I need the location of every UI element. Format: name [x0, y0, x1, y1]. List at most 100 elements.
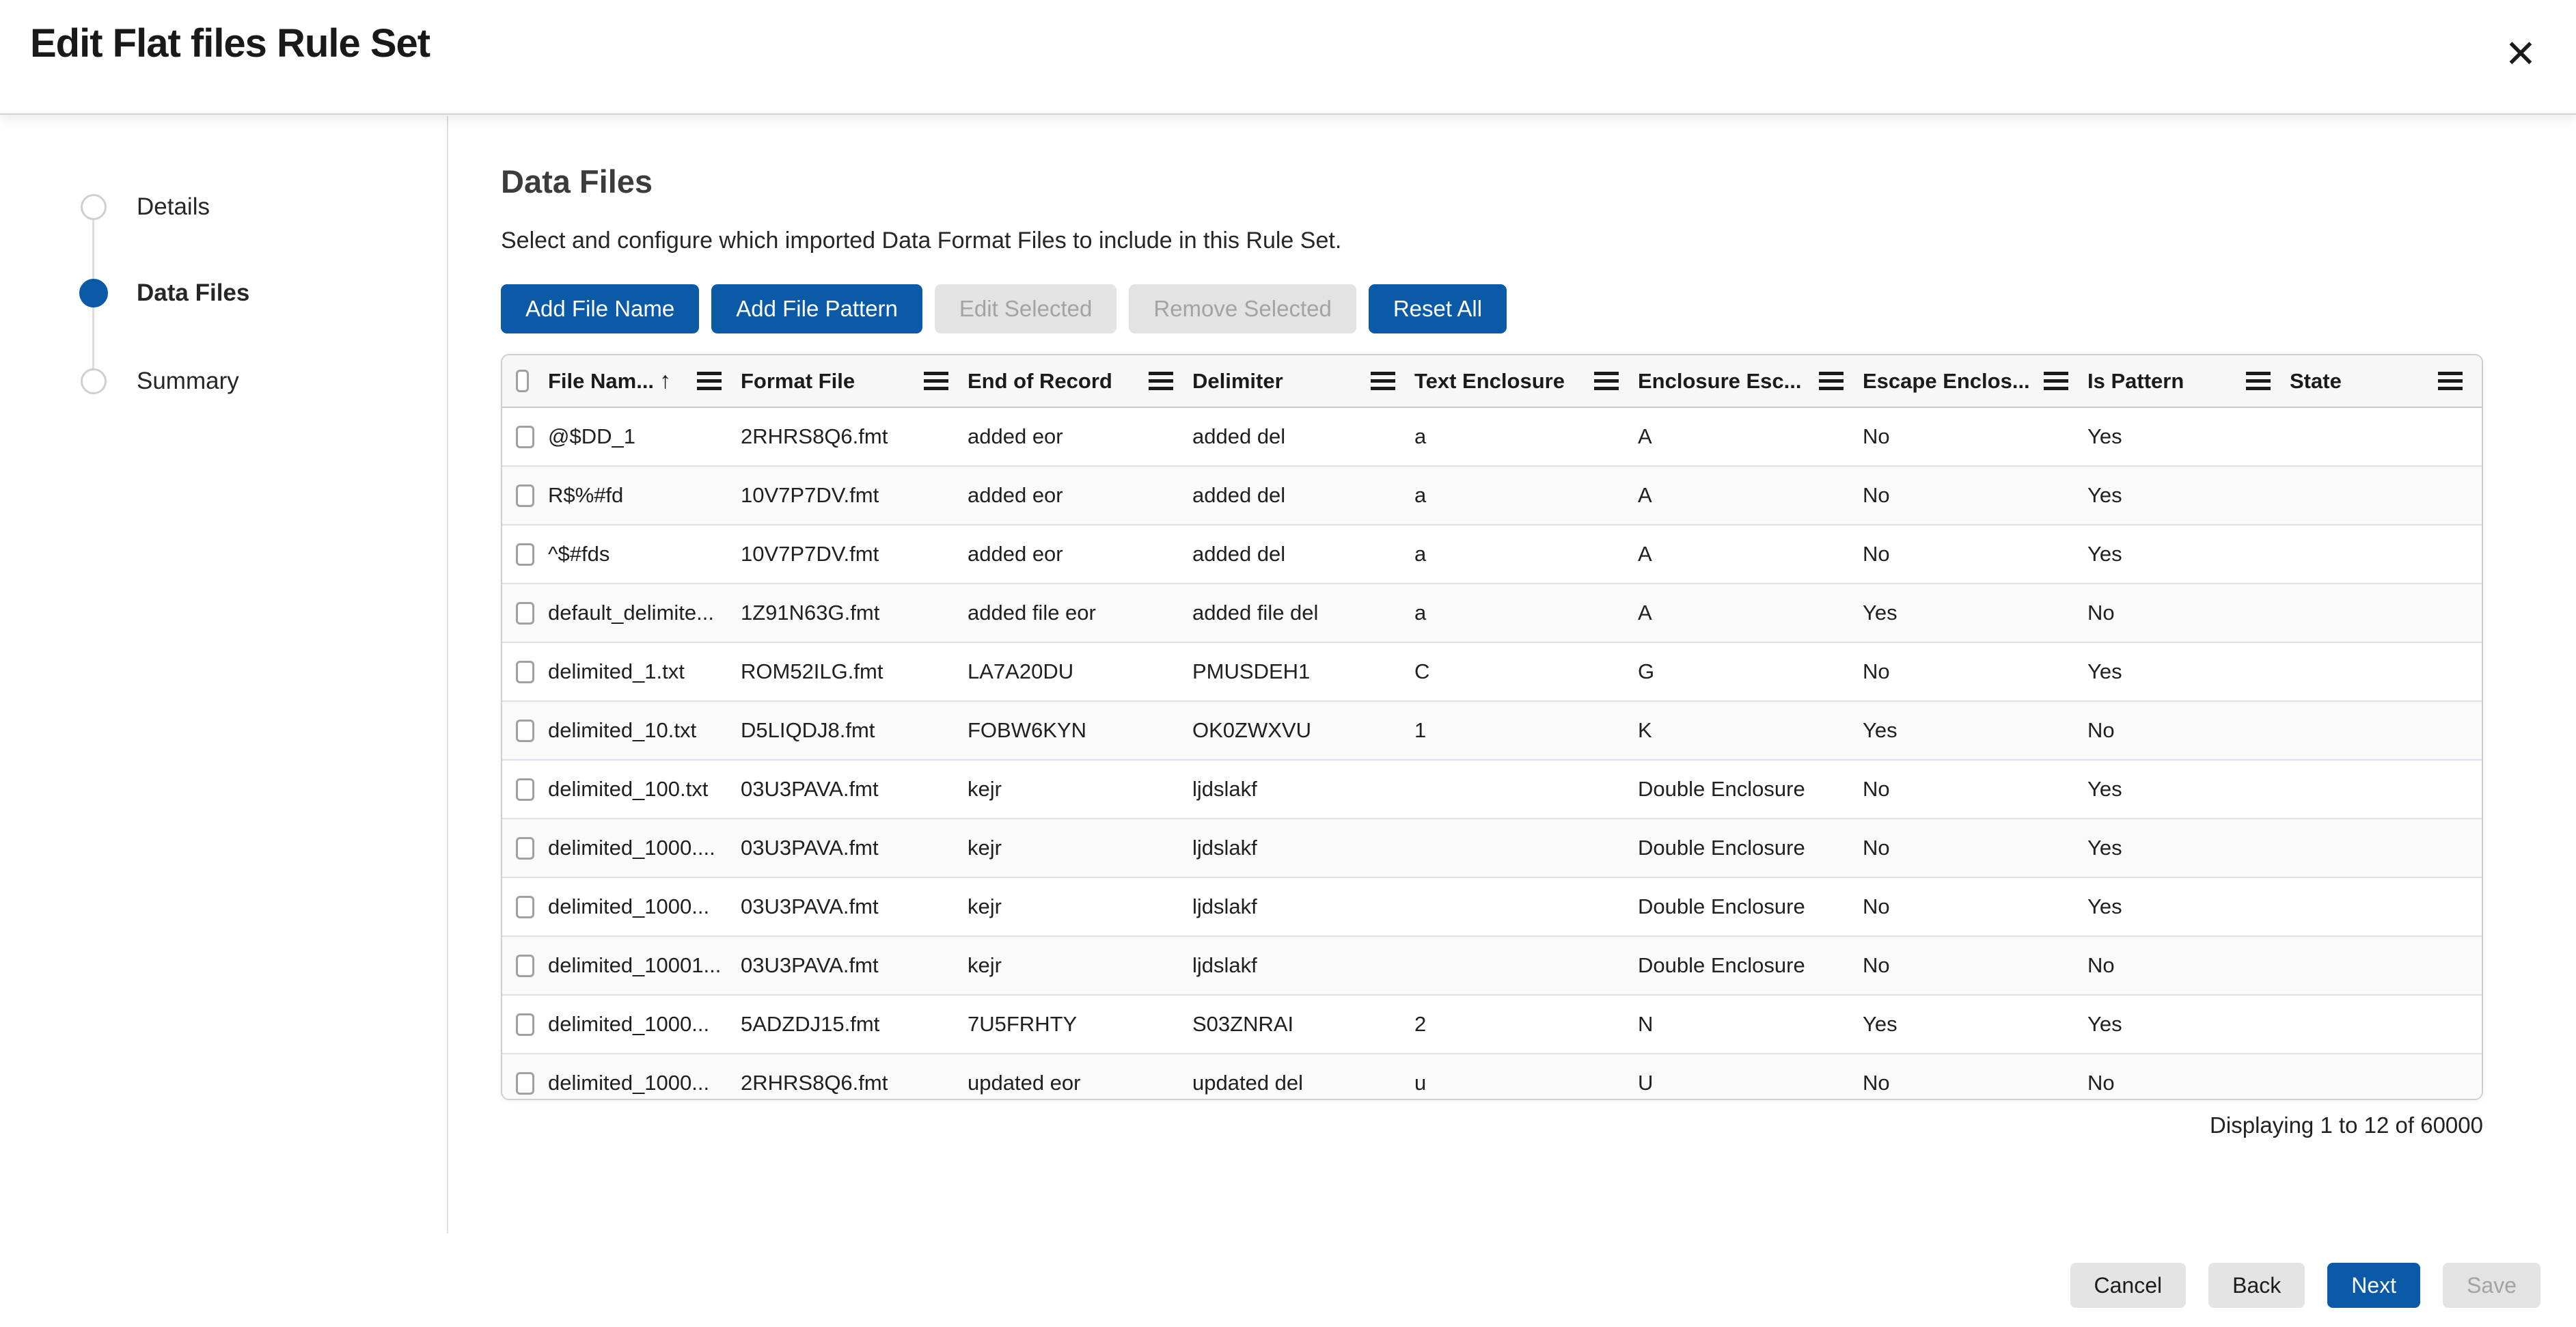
cell-is-pattern: Yes — [2087, 483, 2122, 507]
table-row[interactable]: @$DD_1 2RHRS8Q6.fmt added eor added del a A No… — [502, 408, 2482, 467]
column-menu-icon[interactable] — [2044, 372, 2068, 390]
row-checkbox[interactable] — [516, 1071, 534, 1095]
row-checkbox[interactable] — [516, 425, 534, 448]
cell-file-name: delimited_1.txt — [548, 659, 685, 683]
cell-file-name: delimited_100.txt — [548, 777, 709, 801]
column-label: Is Pattern — [2087, 368, 2184, 393]
column-header-state[interactable]: State — [2290, 355, 2482, 407]
stepper-item-summary[interactable]: Summary — [0, 354, 447, 409]
row-checkbox-cell — [502, 584, 548, 642]
cell-file-name: @$DD_1 — [548, 424, 635, 448]
cell-end-of-record: 7U5FRHTY — [968, 1012, 1078, 1036]
column-menu-icon[interactable] — [1371, 372, 1395, 390]
cell-state — [2290, 937, 2482, 994]
column-label: Format File — [741, 368, 855, 393]
cell-delimiter: added del — [1192, 542, 1286, 566]
table-row[interactable]: delimited_1000... 5ADZDJ15.fmt 7U5FRHTY S03… — [502, 996, 2482, 1054]
column-header-delimiter[interactable]: Delimiter — [1192, 355, 1414, 407]
cell-file-name: R$%#fd — [548, 483, 624, 507]
column-label: State — [2290, 368, 2342, 393]
cell-state — [2290, 643, 2482, 700]
cell-text-enclosure: a — [1414, 483, 1427, 507]
edit-selected-button: Edit Selected — [934, 284, 1117, 333]
cell-state — [2290, 878, 2482, 935]
cell-format-file: 1Z91N63G.fmt — [741, 601, 880, 625]
row-checkbox[interactable] — [516, 601, 534, 625]
cell-text-enclosure: a — [1414, 424, 1427, 448]
table-row[interactable]: default_delimite... 1Z91N63G.fmt added fil… — [502, 584, 2482, 643]
table-body: @$DD_1 2RHRS8Q6.fmt added eor added del a A No… — [502, 408, 2482, 1099]
column-header-is-pattern[interactable]: Is Pattern — [2087, 355, 2290, 407]
cell-state — [2290, 408, 2482, 465]
row-checkbox[interactable] — [516, 954, 534, 977]
cell-file-name: delimited_1000... — [548, 1012, 710, 1036]
row-checkbox-cell — [502, 937, 548, 994]
cell-delimiter: ljdslakf — [1192, 953, 1257, 977]
cell-format-file: 2RHRS8Q6.fmt — [741, 1071, 888, 1095]
table-row[interactable]: delimited_1.txt ROM52ILG.fmt LA7A20DU PMUSD… — [502, 643, 2482, 702]
table-row[interactable]: R$%#fd 10V7P7DV.fmt added eor added del a A No… — [502, 467, 2482, 525]
column-header-enclosure-esc[interactable]: Enclosure Esc... — [1638, 355, 1863, 407]
row-checkbox[interactable] — [516, 484, 534, 507]
row-checkbox[interactable] — [516, 1013, 534, 1036]
row-checkbox[interactable] — [516, 660, 534, 683]
cell-state — [2290, 761, 2482, 818]
column-menu-icon[interactable] — [1819, 372, 1844, 390]
column-header-text-enclosure[interactable]: Text Enclosure — [1414, 355, 1638, 407]
cell-escape-enclosure: Yes — [1863, 601, 1897, 625]
cell-text-enclosure: a — [1414, 601, 1427, 625]
row-checkbox[interactable] — [516, 778, 534, 801]
cell-escape-enclosure: No — [1863, 659, 1890, 683]
cell-enclosure-escape: K — [1638, 718, 1652, 742]
reset-all-button[interactable]: Reset All — [1368, 284, 1507, 333]
table-row[interactable]: delimited_100.txt 03U3PAVA.fmt kejr ljdslak… — [502, 761, 2482, 819]
cell-text-enclosure: u — [1414, 1071, 1427, 1095]
add-file-name-button[interactable]: Add File Name — [501, 284, 700, 333]
table-row[interactable]: delimited_1000... 03U3PAVA.fmt kejr ljdslak… — [502, 878, 2482, 937]
cell-is-pattern: Yes — [2087, 659, 2122, 683]
cell-text-enclosure: 2 — [1414, 1012, 1427, 1036]
table-row[interactable]: delimited_10.txt D5LIQDJ8.fmt FOBW6KYN OK0Z… — [502, 702, 2482, 761]
cell-delimiter: added del — [1192, 483, 1286, 507]
cancel-button[interactable]: Cancel — [2070, 1263, 2187, 1308]
select-all-checkbox[interactable] — [516, 370, 529, 392]
page-description: Select and configure which imported Data… — [501, 228, 1342, 254]
cell-file-name: delimited_10001... — [548, 953, 722, 977]
column-menu-icon[interactable] — [1594, 372, 1619, 390]
row-checkbox[interactable] — [516, 543, 534, 566]
row-checkbox-cell — [502, 408, 548, 465]
table-row[interactable]: ^$#fds 10V7P7DV.fmt added eor added del a A No… — [502, 525, 2482, 584]
column-menu-icon[interactable] — [924, 372, 948, 390]
column-header-file-nam[interactable]: File Nam... ↑ — [548, 355, 741, 407]
table-row[interactable]: delimited_10001... 03U3PAVA.fmt kejr ljdsla… — [502, 937, 2482, 996]
cell-end-of-record: kejr — [968, 836, 1002, 860]
column-header-escape-enclos[interactable]: Escape Enclos... — [1863, 355, 2087, 407]
row-checkbox-cell — [502, 643, 548, 700]
column-menu-icon[interactable] — [697, 372, 722, 390]
column-label: Text Enclosure — [1414, 368, 1565, 393]
column-header-end-of-record[interactable]: End of Record — [968, 355, 1192, 407]
column-menu-icon[interactable] — [2246, 372, 2271, 390]
row-checkbox-cell — [502, 761, 548, 818]
cell-escape-enclosure: No — [1863, 894, 1890, 918]
column-header-format-file[interactable]: Format File — [741, 355, 968, 407]
data-files-table: File Nam... ↑ Format File End of Record Deli… — [501, 354, 2483, 1100]
cell-state — [2290, 584, 2482, 642]
cell-is-pattern: Yes — [2087, 894, 2122, 918]
back-button[interactable]: Back — [2208, 1263, 2305, 1308]
close-icon[interactable]: ✕ — [2490, 23, 2551, 85]
column-menu-icon[interactable] — [2438, 372, 2463, 390]
row-checkbox[interactable] — [516, 719, 534, 742]
stepper-item-data-files[interactable]: Data Files — [0, 266, 447, 320]
table-row[interactable]: delimited_1000... 2RHRS8Q6.fmt updated eor… — [502, 1054, 2482, 1099]
stepper-item-details[interactable]: Details — [0, 180, 447, 234]
row-checkbox[interactable] — [516, 836, 534, 860]
add-file-pattern-button[interactable]: Add File Pattern — [711, 284, 922, 333]
column-label: Enclosure Esc... — [1638, 368, 1802, 393]
cell-text-enclosure: a — [1414, 542, 1427, 566]
cell-format-file: 5ADZDJ15.fmt — [741, 1012, 880, 1036]
column-menu-icon[interactable] — [1149, 372, 1173, 390]
row-checkbox[interactable] — [516, 895, 534, 918]
table-row[interactable]: delimited_1000.... 03U3PAVA.fmt kejr ljdsla… — [502, 819, 2482, 878]
next-button[interactable]: Next — [2327, 1263, 2421, 1308]
